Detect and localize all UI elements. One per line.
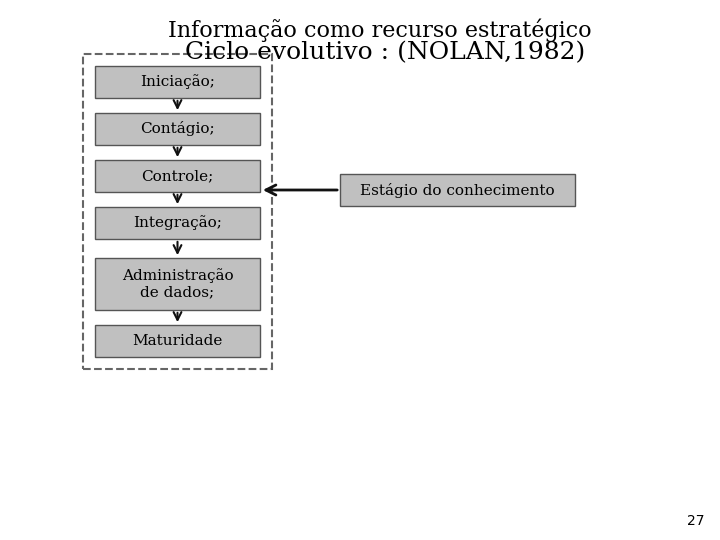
FancyBboxPatch shape (95, 207, 260, 239)
FancyBboxPatch shape (95, 113, 260, 145)
Text: Informação como recurso estratégico: Informação como recurso estratégico (168, 18, 592, 42)
FancyBboxPatch shape (95, 66, 260, 98)
Text: Controle;: Controle; (141, 169, 214, 183)
Text: 27: 27 (688, 514, 705, 528)
FancyBboxPatch shape (340, 174, 575, 206)
FancyBboxPatch shape (95, 160, 260, 192)
FancyBboxPatch shape (95, 258, 260, 310)
FancyBboxPatch shape (95, 325, 260, 357)
Text: Ciclo evolutivo : (NOLAN,1982): Ciclo evolutivo : (NOLAN,1982) (185, 42, 585, 64)
Text: Estágio do conhecimento: Estágio do conhecimento (360, 183, 555, 198)
Text: Administração
de dados;: Administração de dados; (122, 268, 233, 300)
Text: Integração;: Integração; (133, 215, 222, 231)
Text: Maturidade: Maturidade (132, 334, 222, 348)
Text: Contágio;: Contágio; (140, 122, 215, 137)
Text: Iniciação;: Iniciação; (140, 75, 215, 90)
